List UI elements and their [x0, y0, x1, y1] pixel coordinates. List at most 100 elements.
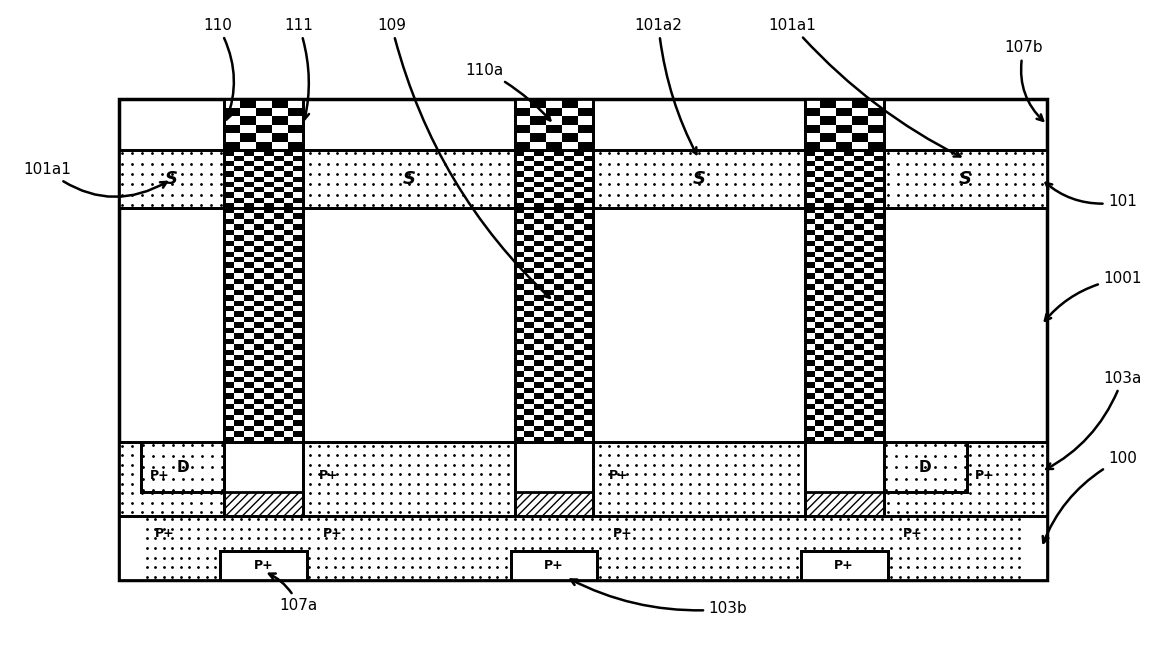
Bar [824, 415, 834, 421]
Bar [534, 306, 545, 311]
Bar [554, 371, 564, 377]
Bar [805, 142, 821, 150]
Bar [224, 360, 234, 366]
Bar [834, 279, 844, 284]
Bar [824, 306, 834, 311]
Bar [294, 421, 303, 426]
Bar [844, 252, 854, 257]
Bar [514, 208, 525, 214]
Bar [884, 442, 1047, 516]
Bar [294, 377, 303, 382]
Bar [234, 225, 244, 230]
Bar [564, 344, 574, 349]
Bar [283, 192, 294, 197]
Bar [514, 252, 525, 257]
Bar [824, 360, 834, 366]
Bar [864, 182, 873, 187]
Bar [294, 155, 303, 161]
Bar [274, 344, 283, 349]
Bar [525, 388, 534, 393]
Bar [224, 426, 234, 432]
Bar [283, 150, 294, 155]
Bar [525, 166, 534, 171]
Bar [303, 442, 514, 516]
Bar [805, 404, 815, 410]
Bar [574, 328, 583, 333]
Bar [514, 339, 525, 344]
Bar [224, 404, 234, 410]
Bar [272, 99, 288, 107]
Bar [554, 393, 564, 399]
Bar [514, 274, 525, 279]
Bar [274, 257, 283, 263]
Bar [574, 274, 583, 279]
Bar [220, 551, 308, 580]
Bar [283, 328, 294, 333]
Bar [574, 426, 583, 432]
Bar [257, 125, 272, 133]
Bar [525, 268, 534, 274]
Bar [815, 214, 824, 219]
Text: P+: P+ [902, 527, 922, 540]
Bar [272, 133, 288, 142]
Bar [264, 393, 274, 399]
Bar [564, 257, 574, 263]
Bar [294, 311, 303, 317]
Bar [283, 208, 294, 214]
Bar [805, 274, 815, 279]
Bar [283, 252, 294, 257]
Bar [234, 187, 244, 192]
Bar [514, 241, 525, 246]
Bar [224, 263, 234, 268]
Bar [834, 166, 844, 171]
Bar [824, 382, 834, 388]
Bar [525, 187, 534, 192]
Bar [294, 388, 303, 393]
Bar [554, 230, 564, 236]
Bar [546, 125, 562, 133]
Bar [805, 150, 884, 208]
Bar [294, 187, 303, 192]
Bar [583, 366, 593, 371]
Bar [864, 219, 873, 225]
Bar [224, 328, 234, 333]
Bar [554, 295, 564, 301]
Bar [514, 306, 525, 311]
Bar [564, 388, 574, 393]
Bar [805, 161, 815, 166]
Text: 101a1: 101a1 [768, 17, 961, 157]
Bar [864, 274, 873, 279]
Bar [834, 366, 844, 371]
Bar [254, 377, 264, 382]
Bar [834, 301, 844, 306]
Bar [884, 150, 1047, 208]
Bar [852, 133, 868, 142]
Bar [583, 246, 593, 252]
Bar [554, 415, 564, 421]
Bar [244, 284, 254, 290]
Bar [514, 208, 593, 442]
Bar [815, 432, 824, 437]
Bar [224, 230, 234, 236]
Bar [525, 155, 534, 161]
Bar [564, 290, 574, 295]
Bar [514, 208, 593, 442]
Bar [274, 322, 283, 328]
Bar [884, 442, 967, 492]
Bar [805, 208, 815, 214]
Bar [545, 322, 554, 328]
Bar [834, 177, 844, 182]
Bar [583, 399, 593, 404]
Bar [294, 290, 303, 295]
Bar [805, 371, 815, 377]
Bar [824, 182, 834, 187]
Bar [525, 177, 534, 182]
Bar [873, 279, 884, 284]
Bar [564, 268, 574, 274]
Bar [824, 263, 834, 268]
Bar [564, 225, 574, 230]
Bar [564, 187, 574, 192]
Bar [534, 192, 545, 197]
Bar [583, 333, 593, 339]
Text: P+: P+ [319, 469, 339, 482]
